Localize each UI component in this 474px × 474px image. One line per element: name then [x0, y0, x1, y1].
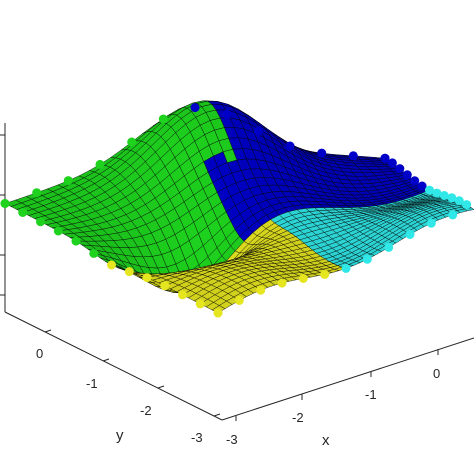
boundary-marker — [256, 285, 266, 295]
y-tick — [102, 358, 110, 362]
x-tick-label: 0 — [433, 366, 440, 381]
boundary-marker — [462, 200, 472, 210]
boundary-marker — [142, 273, 152, 283]
boundary-marker — [380, 153, 390, 163]
boundary-marker — [447, 193, 457, 203]
x-axis-label: x — [322, 432, 330, 449]
boundary-marker — [395, 164, 405, 174]
y-tick-label: -3 — [191, 430, 203, 445]
boundary-marker — [178, 290, 187, 300]
boundary-marker — [107, 260, 116, 270]
boundary-marker — [384, 242, 394, 252]
boundary-marker — [71, 236, 81, 246]
x-tick-label: -3 — [226, 432, 238, 447]
boundary-marker — [195, 299, 205, 309]
boundary-marker — [448, 210, 458, 220]
boundary-marker — [253, 126, 263, 136]
boundary-marker — [426, 218, 436, 228]
boundary-marker — [127, 137, 137, 147]
boundary-marker — [402, 170, 412, 180]
y-tick — [213, 413, 221, 417]
boundary-marker — [53, 226, 63, 236]
boundary-marker — [95, 159, 105, 169]
boundary-marker — [32, 188, 42, 198]
y-axis-label: y — [116, 427, 124, 444]
y-tick-label: -1 — [86, 376, 98, 391]
surface-mesh — [4, 100, 474, 314]
x-axis-line — [221, 337, 474, 421]
boundary-marker — [348, 151, 358, 161]
x-tick-label: -1 — [365, 387, 377, 402]
boundary-marker — [405, 230, 415, 239]
boundary-marker — [320, 269, 330, 279]
boundary-marker — [410, 176, 420, 186]
boundary-marker — [298, 274, 308, 283]
boundary-marker — [158, 114, 168, 124]
boundary-marker — [18, 208, 28, 217]
y-tick-label: 0 — [36, 346, 43, 361]
boundary-marker — [234, 296, 244, 305]
boundary-marker — [277, 278, 287, 288]
boundary-marker — [36, 217, 45, 227]
boundary-marker — [362, 254, 372, 264]
boundary-marker — [454, 196, 464, 206]
boundary-marker — [0, 199, 10, 208]
y-tick-label: -2 — [140, 403, 152, 418]
y-axis: 0 -1 -2 -3 y — [4, 311, 223, 445]
boundary-marker — [417, 181, 427, 191]
boundary-marker — [63, 176, 73, 186]
boundary-marker — [160, 281, 170, 291]
y-axis-line — [4, 311, 223, 421]
boundary-marker — [387, 158, 397, 168]
boundary-marker — [432, 188, 442, 198]
z-axis — [0, 123, 6, 312]
boundary-marker — [317, 148, 327, 158]
boundary-marker — [425, 185, 434, 195]
y-tick — [44, 329, 52, 333]
boundary-marker — [89, 248, 99, 258]
boundary-markers — [0, 103, 472, 318]
boundary-marker — [341, 263, 351, 273]
boundary-marker — [222, 109, 232, 119]
boundary-marker — [285, 141, 295, 151]
boundary-marker — [439, 191, 449, 200]
boundary-marker — [213, 308, 223, 318]
y-tick — [157, 385, 165, 389]
boundary-marker — [124, 267, 134, 277]
x-tick-label: -2 — [292, 410, 304, 425]
x-axis: -3 -2 -1 0 x — [221, 337, 474, 449]
boundary-marker — [190, 103, 200, 113]
